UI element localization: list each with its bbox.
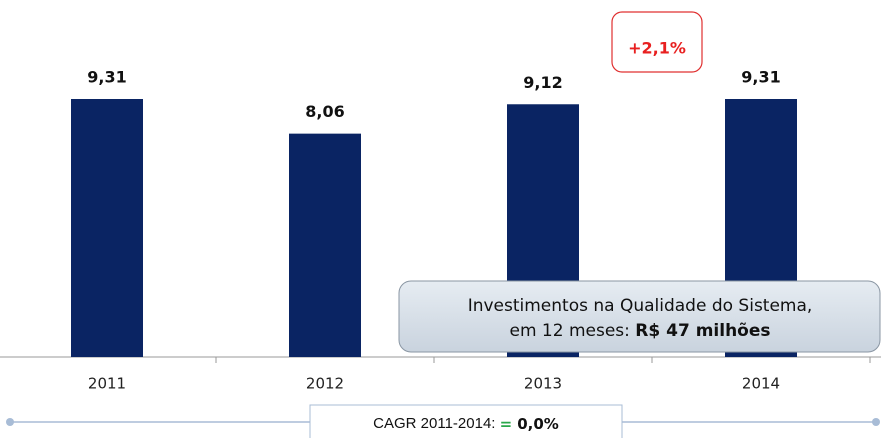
callout-text: em 12 meses: [509,321,635,341]
cagr-label: CAGR 2011-2014: [373,415,499,432]
callout-line: Investimentos na Qualidade do Sistema, [468,296,813,316]
x-tick-label: 2011 [88,375,126,393]
callout-line: em 12 meses: R$ 47 milhões [509,321,770,341]
value-label: 9,12 [523,73,562,92]
cagr-value: 0,0% [517,415,559,433]
bar [71,99,143,357]
cagr-sign: = [500,415,513,433]
callout-box [398,280,881,353]
cagr-box [309,404,623,438]
bar [289,133,361,357]
cagr-dot [872,418,880,426]
value-label: 8,06 [305,102,344,121]
cagr-dot [6,418,14,426]
growth-box [611,11,703,73]
growth-label: +2,1% [628,39,686,58]
x-tick-label: 2012 [306,375,344,393]
value-label: 9,31 [741,68,780,87]
x-tick-label: 2013 [524,375,562,393]
cagr-text: CAGR 2011-2014: = 0,0% [373,415,559,433]
value-label: 9,31 [87,68,126,87]
x-tick-label: 2014 [742,375,780,393]
callout-bold: R$ 47 milhões [635,321,770,341]
